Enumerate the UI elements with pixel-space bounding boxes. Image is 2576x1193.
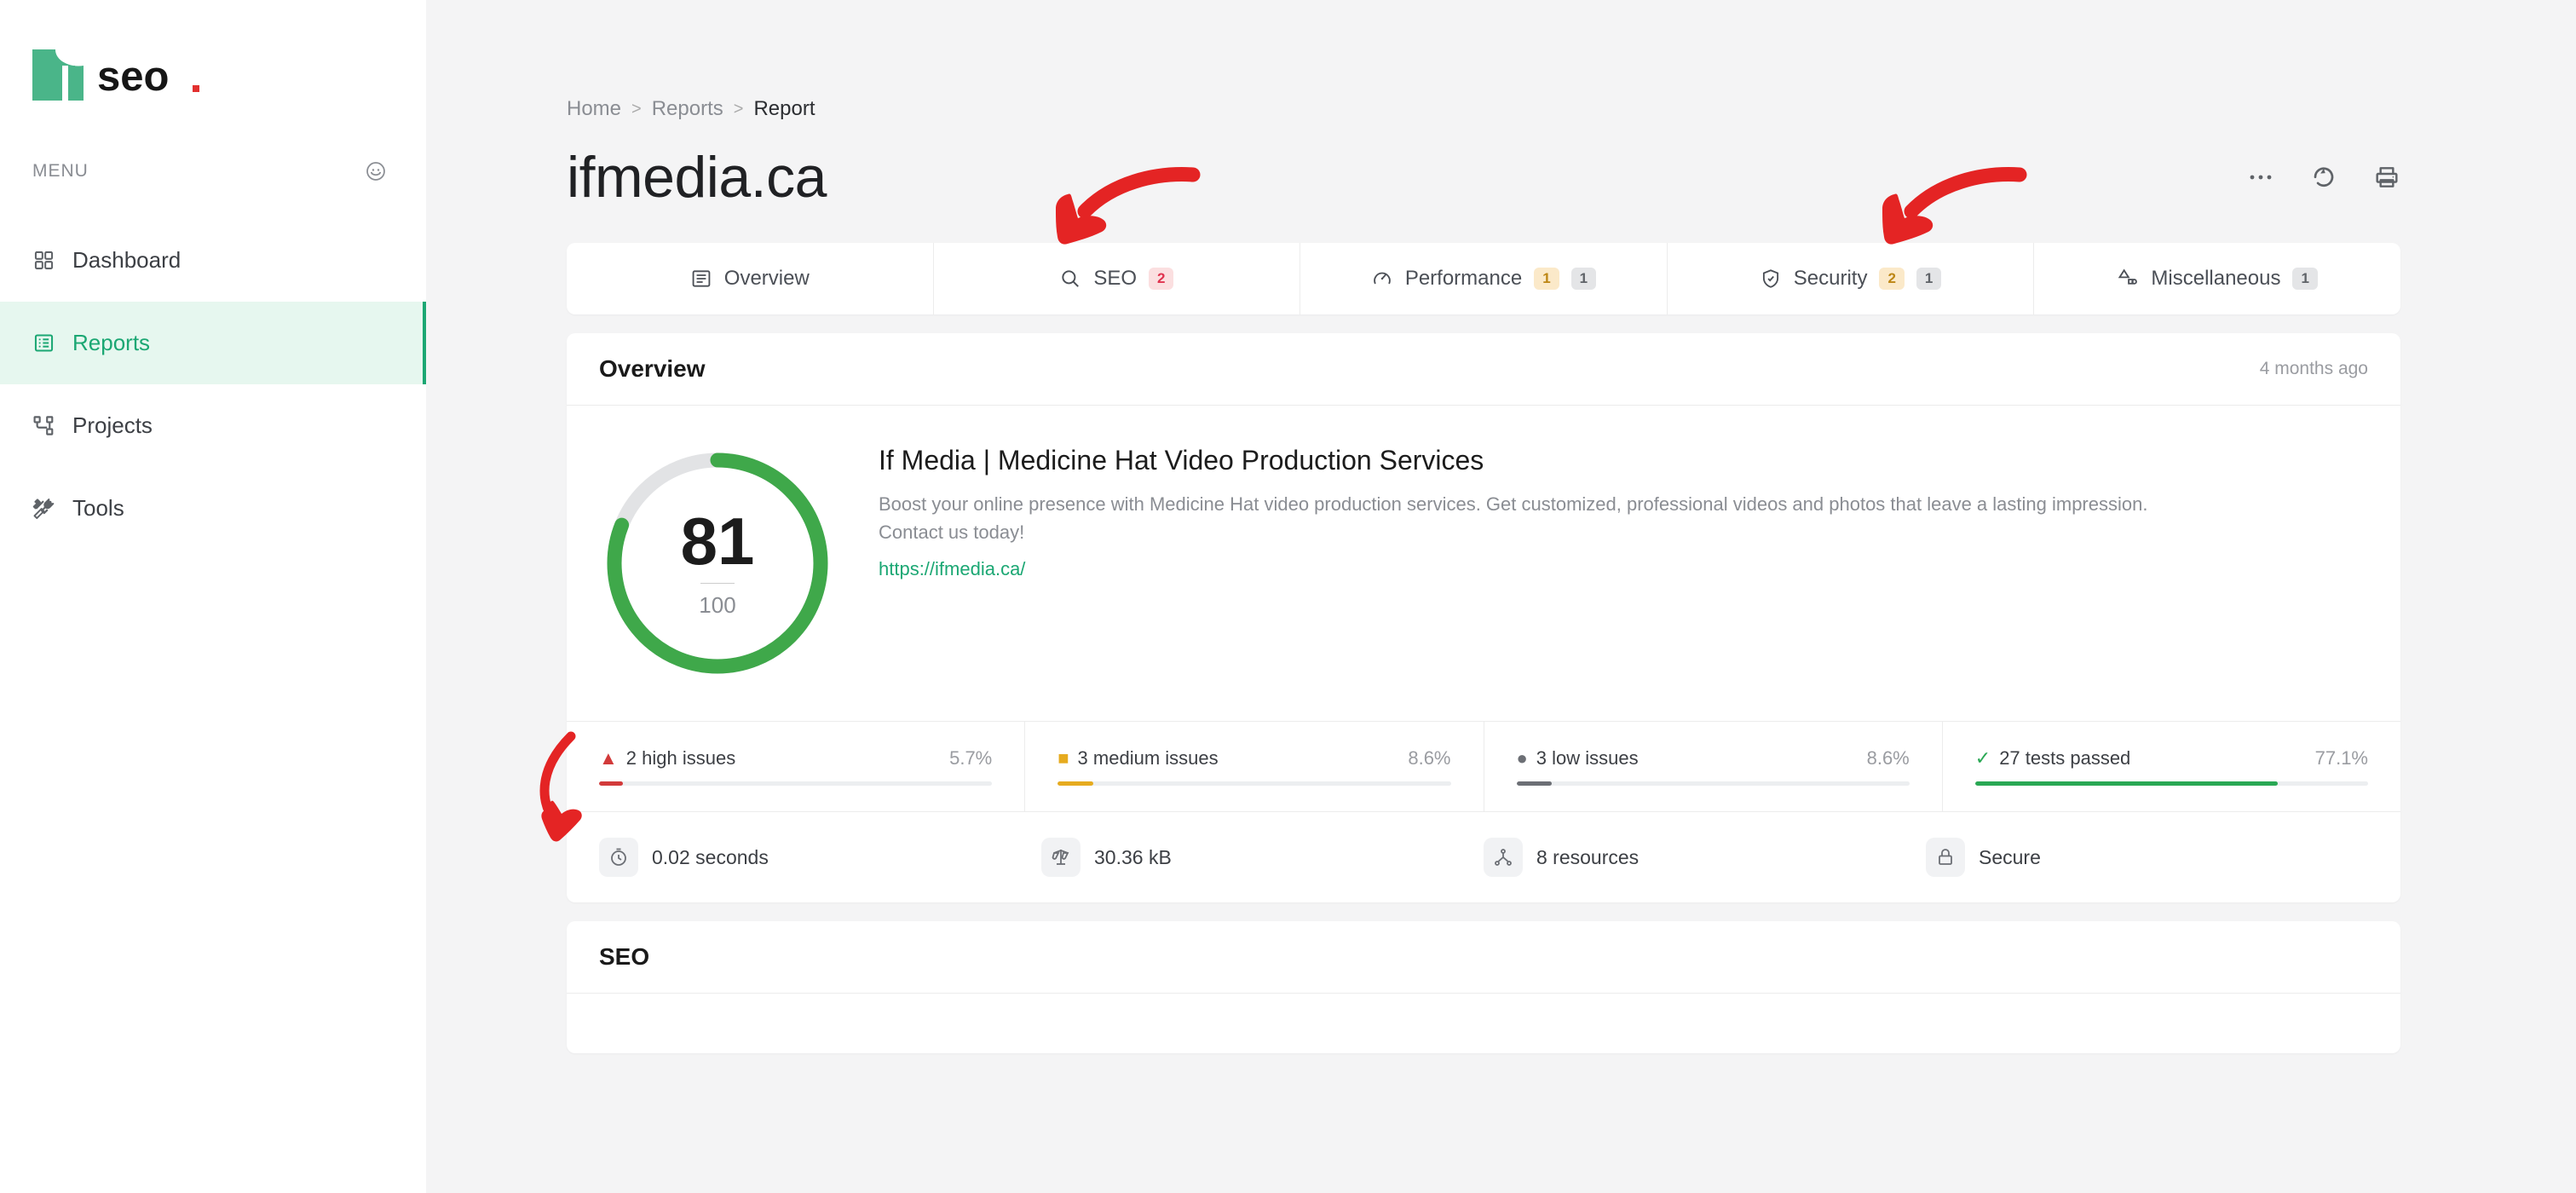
svg-text:seo: seo: [97, 54, 169, 100]
